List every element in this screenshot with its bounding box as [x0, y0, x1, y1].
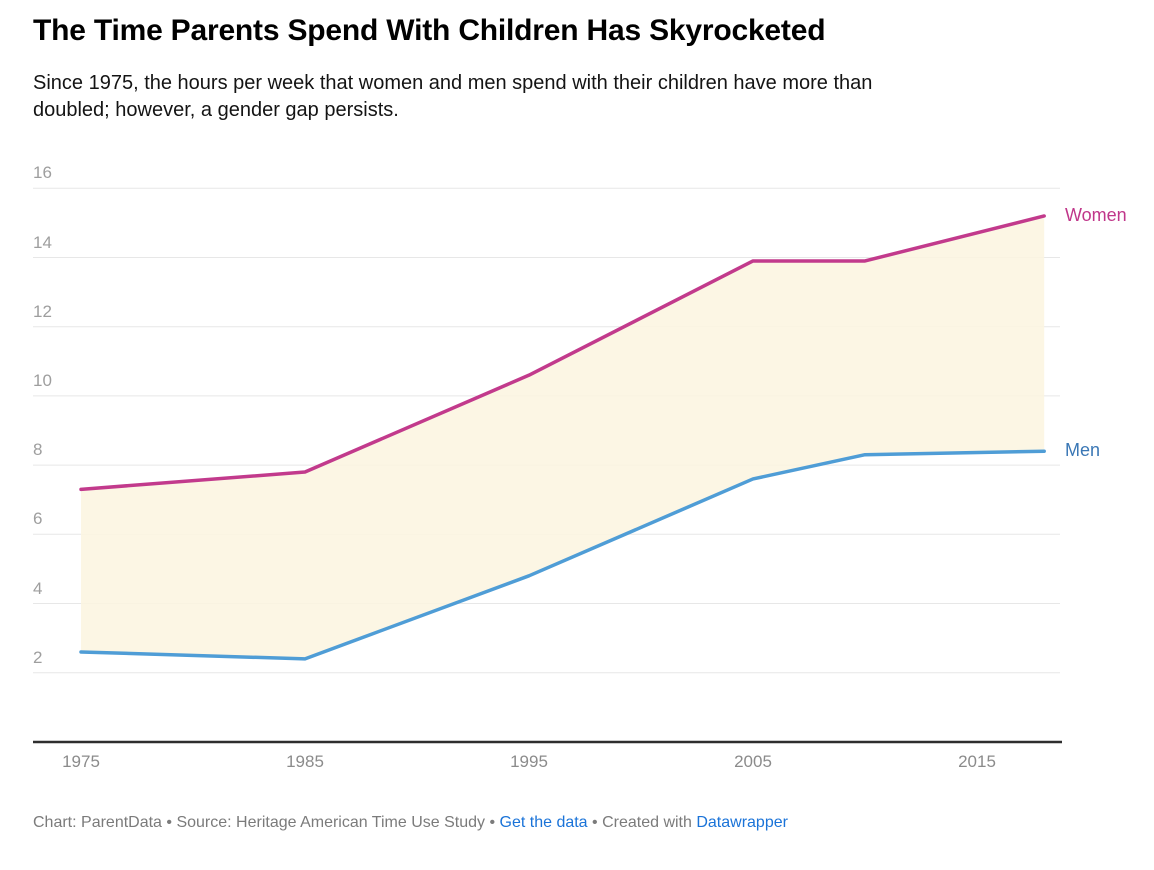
get-the-data-link[interactable]: Get the data: [499, 814, 588, 831]
women-line: [79, 214, 1046, 492]
datawrapper-link[interactable]: Datawrapper: [696, 814, 788, 831]
chart-title: The Time Parents Spend With Children Has…: [33, 14, 826, 47]
footer-attribution: Chart: ParentData • Source: Heritage Ame…: [33, 814, 500, 831]
men-line: [79, 449, 1046, 661]
footer-created-with: • Created with: [587, 814, 697, 831]
gender-gap-area: [81, 215, 1045, 659]
chart-subtitle: Since 1975, the hours per week that wome…: [33, 72, 873, 121]
chart-footer: Chart: ParentData • Source: Heritage Ame…: [33, 814, 788, 832]
